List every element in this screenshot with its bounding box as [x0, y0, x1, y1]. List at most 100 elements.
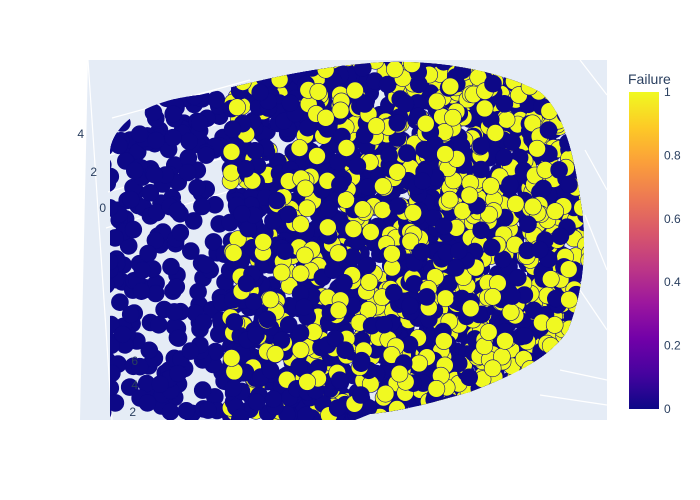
- data-point-2250: [247, 326, 265, 344]
- data-point-622: [161, 402, 180, 420]
- data-point-1095: [110, 252, 119, 271]
- data-point-2881: [367, 117, 386, 135]
- data-point-942: [164, 128, 182, 147]
- data-point-2834: [472, 221, 490, 240]
- data-point-734: [180, 132, 198, 151]
- data-point-2788: [388, 163, 407, 181]
- data-point-2348: [460, 368, 479, 387]
- data-point-2555: [233, 205, 251, 223]
- data-point-558: [204, 233, 223, 251]
- colorbar-tick-3: 0.6: [664, 212, 681, 226]
- data-point-2263: [225, 313, 244, 331]
- data-point-1072: [110, 315, 120, 334]
- data-point-2415: [231, 408, 250, 420]
- data-point-2713: [291, 341, 310, 359]
- data-point-1063: [133, 261, 152, 280]
- data-point-2822: [320, 200, 338, 218]
- tick-label-left-upper-2: 0: [99, 201, 106, 215]
- data-point-2828: [416, 114, 435, 133]
- data-point-2763: [506, 195, 525, 213]
- colorbar-tick-4: 0.8: [664, 148, 681, 162]
- data-point-2889: [435, 332, 453, 350]
- data-point-2861: [412, 243, 431, 261]
- tick-label-left-upper-0: 4: [77, 127, 84, 141]
- data-point-769: [177, 401, 196, 420]
- data-point-373: [110, 156, 112, 174]
- data-point-842: [124, 220, 143, 239]
- data-point-2874: [352, 354, 370, 373]
- data-point-1064: [207, 90, 226, 109]
- data-point-2867: [524, 197, 542, 216]
- data-point-2823: [348, 157, 367, 175]
- data-point-2769: [291, 324, 310, 342]
- data-point-898: [197, 256, 216, 274]
- data-point-822: [162, 257, 180, 276]
- data-point-2897: [472, 137, 490, 155]
- data-point-2799: [519, 215, 537, 234]
- data-point-2462: [296, 406, 315, 420]
- data-point-2885: [427, 379, 446, 398]
- data-point-2884: [330, 371, 349, 390]
- data-point-2891: [291, 264, 310, 283]
- tick-label-left-upper-1: 2: [90, 165, 97, 179]
- data-point-2373: [398, 144, 416, 162]
- data-point-2898: [296, 179, 315, 198]
- data-point-726: [193, 197, 211, 216]
- data-point-2866: [479, 323, 498, 341]
- data-point-2711: [410, 354, 428, 373]
- data-point-2730: [360, 273, 379, 291]
- data-point-2892: [496, 332, 514, 350]
- data-point-2746: [483, 359, 502, 378]
- data-point-2720: [383, 245, 401, 263]
- data-point-401: [110, 394, 125, 412]
- colorbar-gradient: [629, 92, 659, 409]
- colorbar-tick-1: 0.2: [664, 339, 681, 353]
- data-point-2477: [290, 357, 309, 376]
- data-point-1053: [194, 313, 213, 332]
- data-point-2895: [390, 364, 409, 383]
- data-point-2480: [258, 310, 277, 329]
- data-point-2827: [329, 244, 348, 262]
- data-point-2854: [447, 258, 465, 277]
- data-point-2877: [329, 301, 348, 320]
- data-point-2686: [337, 139, 356, 157]
- data-point-2868: [484, 74, 502, 93]
- data-point-452: [111, 293, 129, 312]
- data-point-859: [110, 373, 114, 392]
- data-point-2729: [503, 287, 522, 305]
- data-point-823: [130, 125, 149, 143]
- data-point-2847: [374, 177, 392, 195]
- data-point-2862: [546, 202, 565, 220]
- data-point-866: [110, 336, 120, 355]
- data-point-2845: [344, 220, 363, 238]
- colorbar: Failure 00.20.40.60.81: [628, 71, 681, 416]
- data-point-2457: [222, 349, 241, 367]
- colorbar-ticks: 0 0.2 0.4 0.6 0.8 1: [664, 85, 681, 416]
- data-point-2873: [413, 172, 432, 190]
- data-point-2865: [403, 61, 421, 73]
- data-point-2605: [560, 290, 578, 309]
- colorbar-tick-5: 1: [664, 85, 671, 99]
- scene: [80, 60, 607, 420]
- data-point-2573: [237, 160, 255, 178]
- data-point-2825: [291, 215, 310, 233]
- data-point-2582: [228, 98, 246, 116]
- data-point-2883: [318, 218, 337, 237]
- data-point-2816: [385, 61, 404, 79]
- data-point-2813: [534, 179, 553, 198]
- data-point-2596: [251, 83, 270, 102]
- data-point-728: [131, 357, 149, 376]
- data-point-2743: [353, 200, 372, 218]
- data-point-653: [188, 178, 206, 197]
- data-point-2617: [378, 75, 397, 94]
- data-point-2719: [298, 199, 316, 218]
- data-point-1097: [181, 342, 200, 360]
- data-point-985: [197, 146, 215, 164]
- data-point-2331: [290, 139, 309, 157]
- data-point-2870: [355, 95, 374, 113]
- data-point-802: [178, 163, 197, 182]
- data-point-905: [126, 161, 144, 180]
- data-point-2689: [472, 160, 490, 179]
- data-point-2736: [482, 238, 501, 257]
